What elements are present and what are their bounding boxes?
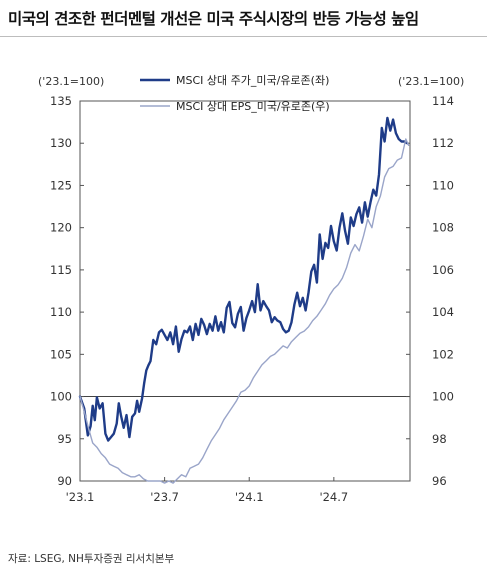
series-line-relative-eps [79,138,410,484]
right-tick-label: 96 [432,474,447,488]
right-tick-label: 112 [432,136,454,150]
chart-title: 미국의 견조한 펀더멘털 개선은 미국 주식시장의 반등 가능성 높임 [8,10,419,28]
left-tick-label: 105 [50,347,72,361]
right-tick-label: 108 [432,221,454,235]
right-tick-label: 106 [432,263,454,277]
x-tick-label: '23.1 [66,490,95,504]
left-tick-label: 120 [50,221,72,235]
left-axis-ticks: 90 95 100 105 110 115 120 125 130 135 [50,94,84,488]
right-axis-unit: ('23.1=100) [398,75,465,88]
right-tick-label: 98 [432,432,447,446]
right-tick-label: 100 [432,390,454,404]
left-tick-label: 90 [57,474,72,488]
left-tick-label: 125 [50,178,72,192]
legend: MSCI 상대 주가_미국/유로존(좌) MSCI 상대 EPS_미국/유로존(우… [140,74,330,113]
plot-frame [79,100,411,482]
left-tick-label: 115 [50,263,72,277]
x-tick-label: '23.7 [150,490,179,504]
x-axis-ticks: '23.1 '23.7 '24.1 '24.7 [66,477,348,504]
right-tick-label: 114 [432,94,454,108]
left-tick-label: 100 [50,390,72,404]
series-lines [78,116,410,484]
right-tick-label: 104 [432,305,454,319]
x-tick-label: '24.1 [235,490,264,504]
x-tick-label: '24.7 [319,490,348,504]
right-tick-label: 110 [432,178,454,192]
plot-border [79,100,411,482]
title-divider [0,36,487,37]
left-tick-label: 95 [57,432,72,446]
left-tick-label: 110 [50,305,72,319]
left-tick-label: 135 [50,94,72,108]
right-axis-ticks: 96 98 100 102 104 106 108 110 112 114 [406,94,454,488]
left-axis-unit: ('23.1=100) [38,75,105,88]
right-tick-label: 102 [432,347,454,361]
legend-label: MSCI 상대 주가_미국/유로존(좌) [176,74,329,87]
left-tick-label: 130 [50,136,72,150]
legend-label: MSCI 상대 EPS_미국/유로존(우) [176,100,330,113]
series-line-relative-price [78,116,409,442]
source-note: 자료: LSEG, NH투자증권 리서치본부 [8,553,175,565]
